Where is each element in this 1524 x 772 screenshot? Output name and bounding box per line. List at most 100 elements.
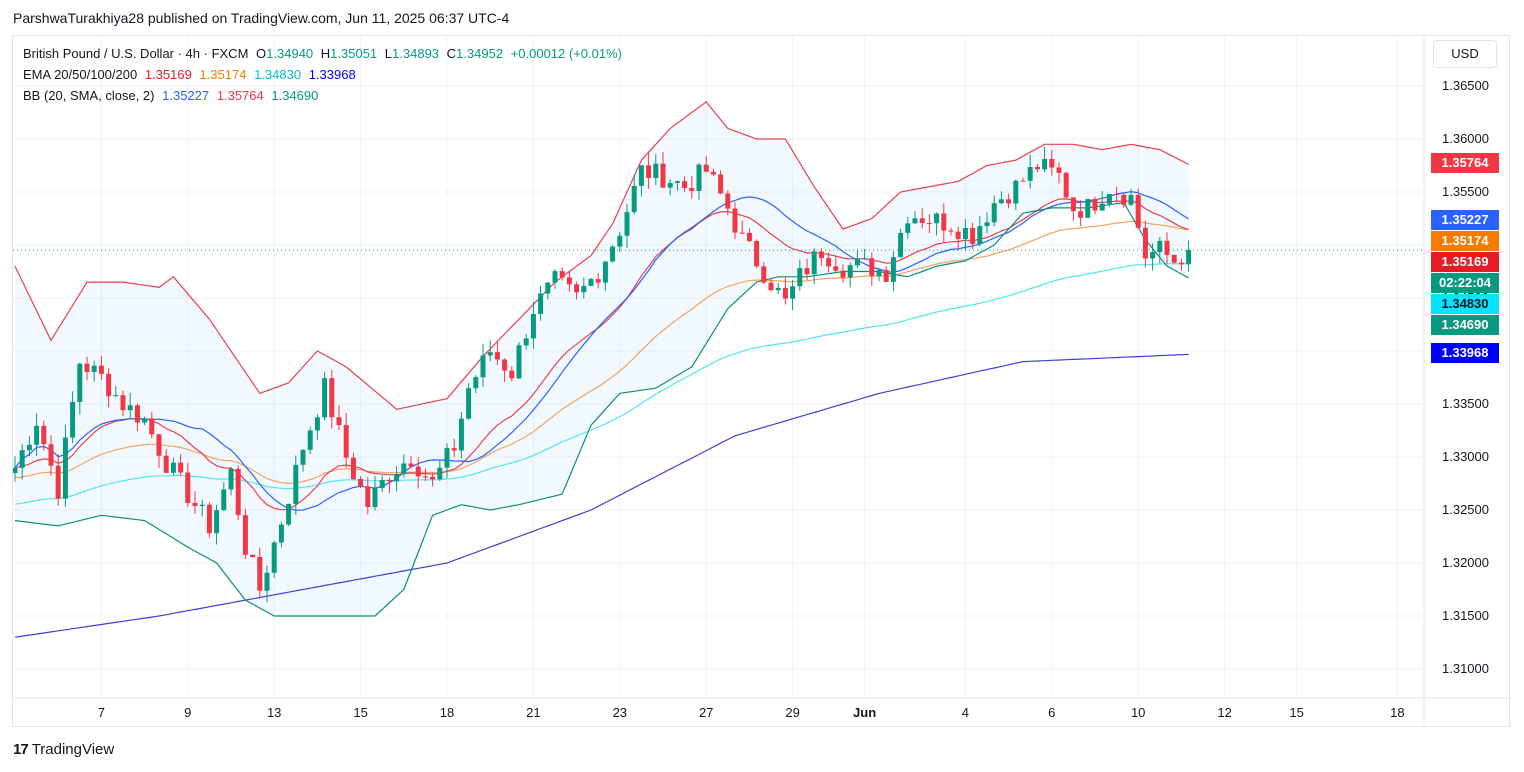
candle-body [955,231,961,239]
candle-body [422,476,428,478]
price-chart[interactable]: 1.31000 1.31500 1.32000 1.32500 1.33000 1.335… [13,36,1509,726]
candle-body [142,418,148,423]
candle-body [739,232,745,234]
x-tick-label: 23 [613,705,627,720]
candle-body [19,450,25,468]
candle-body [106,373,112,397]
candle-body [127,405,133,411]
candle-body [754,241,760,267]
candle-body [242,515,248,555]
candle-body [70,401,76,438]
ema100-value: 1.34830 [254,67,302,82]
candle-body [473,377,479,389]
candle-body [343,425,349,458]
open-label: O [256,46,267,61]
candle-body [221,489,227,511]
candle-body [192,502,198,507]
candle-body [250,554,256,557]
candle-body [1049,158,1055,168]
candle-body [91,365,97,372]
candle-body [934,213,940,224]
candle-body [624,212,630,236]
candle-body [84,363,90,372]
x-tick-label: 6 [1048,705,1055,720]
change-value: +0.00012 (+0.01%) [510,46,622,61]
candle-body [386,479,392,482]
price-tag: 1.35227 [1431,209,1499,230]
currency-selector[interactable]: USD [1433,40,1497,68]
candle-body [530,313,536,339]
bb-lower-value: 1.34690 [271,88,319,103]
candle-body [458,418,464,451]
y-tick-label: 1.35500 [1442,184,1489,199]
candle-body [660,163,666,188]
candle-body [62,437,68,499]
candle-body [682,181,688,189]
candle-body [113,395,119,397]
x-tick-label: 7 [98,705,105,720]
low-value: 1.34893 [392,46,440,61]
candle-body [574,284,580,293]
candle-body [566,277,572,285]
candle-body [307,430,313,450]
candle-body [1056,167,1062,173]
candle-body [1085,199,1091,218]
candle-body [185,472,191,503]
candle-body [34,425,40,445]
candle-body [617,235,623,247]
candle-body [1164,240,1170,255]
symbol-name: British Pound / U.S. Dollar · 4h · FXCM [23,46,249,61]
candle-body [775,287,781,291]
candle-body [178,462,184,473]
candle-body [41,425,47,445]
candle-body [235,468,241,516]
candle-body [790,286,796,299]
price-tag: 1.35169 [1431,251,1499,272]
x-tick-label: Jun [853,705,876,720]
x-tick-label: 27 [699,705,713,720]
candle-body [516,345,522,379]
candle-body [1063,172,1069,198]
x-tick-label: 12 [1217,705,1231,720]
candle-body [991,203,997,223]
candle-body [365,486,371,507]
candle-body [905,223,911,233]
candle-body [494,352,500,360]
y-tick-label: 1.31500 [1442,608,1489,623]
candle-body [1142,227,1148,259]
candle-body [523,338,529,346]
candle-body [1034,166,1040,170]
open-value: 1.34940 [266,46,314,61]
x-tick-label: 9 [184,705,191,720]
candle-body [833,266,839,271]
candle-body [854,258,860,266]
candle-body [653,163,659,179]
candle-body [970,227,976,245]
bb-basis-value: 1.35227 [162,88,210,103]
candle-body [919,218,925,224]
candle-body [206,504,212,534]
candle-body [1171,254,1177,263]
candlesticks [13,146,1192,603]
bb-basis-line [14,190,1189,511]
candle-body [170,462,176,473]
candle-body [55,465,61,499]
candle-body [379,479,385,489]
bb-upper-value: 1.35764 [216,88,264,103]
low-label: L [384,46,393,61]
chart-frame: 1.31000 1.31500 1.32000 1.32500 1.33000 1.335… [12,35,1510,727]
x-tick-label: 21 [526,705,540,720]
candle-body [509,370,515,379]
tradingview-logo[interactable]: 17 TradingView [13,741,114,758]
candle-body [480,355,486,378]
bb-upper-line [14,101,1189,410]
y-tick-label: 1.33000 [1442,449,1489,464]
candle-body [876,269,882,277]
candle-body [163,455,169,473]
high-value: 1.35051 [330,46,378,61]
candle-body [941,213,947,231]
x-tick-label: 10 [1131,705,1145,720]
candle-body [1186,250,1192,265]
candle-body [804,268,810,275]
candle-body [890,257,896,282]
